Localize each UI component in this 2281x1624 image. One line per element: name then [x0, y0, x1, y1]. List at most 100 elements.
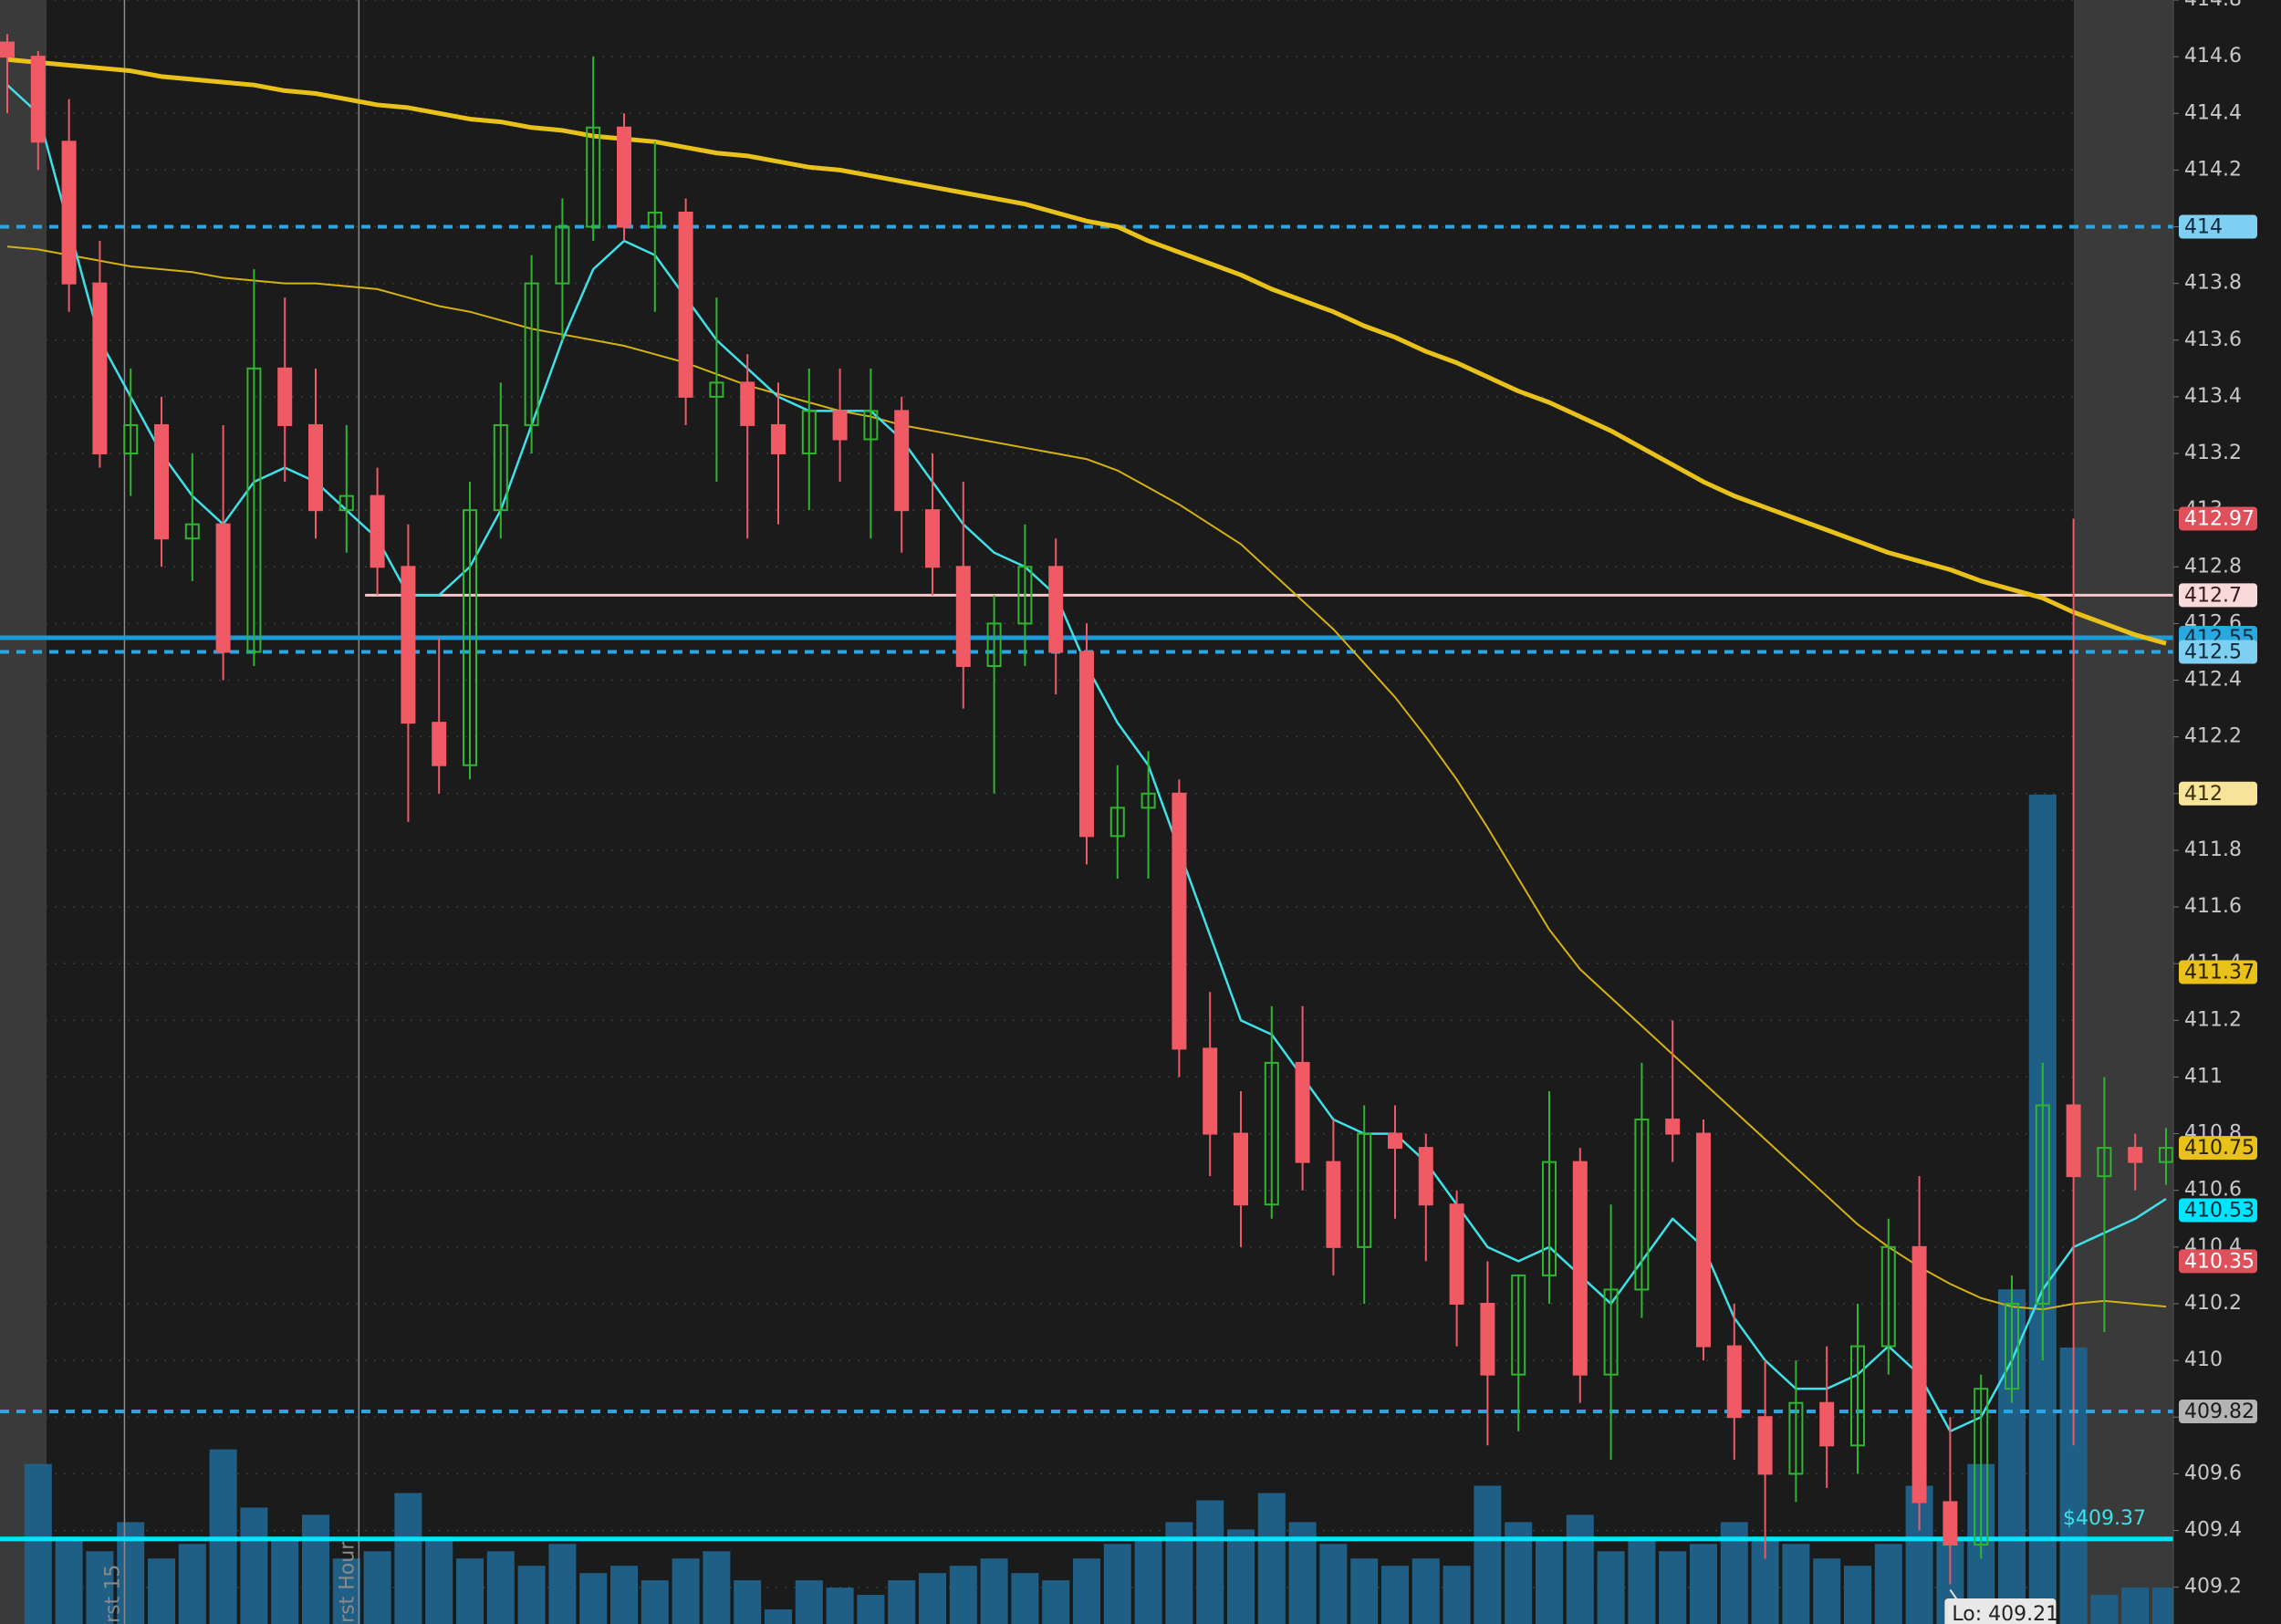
candle-body: [1234, 1132, 1248, 1206]
volume-bar: [1628, 1536, 1656, 1624]
volume-bar: [1381, 1566, 1409, 1624]
volume-bar: [363, 1551, 391, 1624]
volume-bar: [1227, 1529, 1255, 1624]
volume-bar: [579, 1573, 608, 1624]
volume-bar: [1257, 1493, 1286, 1624]
volume-bar: [703, 1551, 731, 1624]
candle-body: [370, 494, 385, 568]
volume-bar: [86, 1551, 114, 1624]
candle-body: [246, 367, 262, 653]
price-tag: [2179, 214, 2257, 239]
candle-body: [1480, 1302, 1495, 1376]
y-tick-label: 411: [2184, 1065, 2223, 1088]
price-tag-label: 412: [2184, 783, 2223, 806]
candle-body: [92, 282, 108, 455]
volume-bar: [857, 1595, 885, 1624]
candle-body: [555, 225, 570, 285]
candle-body: [1974, 1388, 1989, 1546]
volume-bar: [2090, 1595, 2119, 1624]
session-label: First Hour: [336, 1541, 359, 1624]
candle-body: [1079, 651, 1094, 838]
price-tag-label: 412.5: [2184, 640, 2242, 663]
axis-background: [2173, 0, 2281, 1624]
volume-bar: [148, 1558, 175, 1624]
price-tag: [2179, 640, 2257, 664]
volume-bar: [1536, 1536, 1563, 1624]
candle-body: [1172, 792, 1187, 1050]
candle-body: [1109, 807, 1125, 838]
y-tick-label: 409.6: [2184, 1462, 2242, 1484]
volume-bar: [1597, 1551, 1625, 1624]
candle-body: [1572, 1161, 1588, 1376]
candle-body: [1203, 1047, 1218, 1135]
candle-body: [801, 410, 817, 455]
volume-bar: [610, 1566, 638, 1624]
y-tick-label: 410: [2184, 1348, 2223, 1371]
price-tag-label: 411.37: [2184, 962, 2255, 984]
price-tag-label: 410.35: [2184, 1250, 2255, 1273]
volume-bar: [55, 1536, 83, 1624]
volume-bar: [548, 1544, 577, 1624]
candle-body: [215, 523, 231, 653]
y-tick-label: 414.6: [2184, 45, 2242, 68]
candle-body: [308, 423, 323, 512]
price-tag: [2179, 960, 2257, 984]
candle-body: [1850, 1345, 1865, 1447]
volume-bar: [1844, 1566, 1871, 1624]
candle-body: [986, 622, 1002, 668]
volume-bar: [1196, 1500, 1224, 1624]
y-tick-label: 412.2: [2184, 725, 2242, 748]
volume-bar: [425, 1536, 453, 1624]
candle-body: [2035, 1104, 2050, 1305]
candle-body: [339, 494, 354, 512]
low-label: Lo: 409.21: [1952, 1603, 2058, 1624]
candle-body: [1603, 1288, 1619, 1376]
premarket-shade: [0, 0, 47, 1624]
candle-body: [1542, 1161, 1557, 1276]
volume-bar: [1350, 1558, 1379, 1624]
candle-body: [1726, 1345, 1742, 1419]
candle-body: [1326, 1161, 1341, 1248]
volume-bar: [1011, 1573, 1039, 1624]
volume-bar: [826, 1588, 854, 1624]
candle-body: [493, 423, 508, 512]
volume-bar: [1782, 1544, 1810, 1624]
volume-bar: [2121, 1588, 2150, 1624]
candle-body: [1449, 1203, 1464, 1305]
volume-bar: [980, 1558, 1008, 1624]
session-label: First 15: [101, 1565, 124, 1624]
volume-bar: [888, 1580, 916, 1624]
price-annotation: $409.37: [2063, 1507, 2146, 1530]
low-box: [1944, 1598, 2057, 1624]
candle-body: [463, 509, 477, 766]
candle-body: [709, 381, 724, 398]
y-tick-label: 412.4: [2184, 669, 2242, 692]
volume-bar: [765, 1609, 792, 1624]
volume-bar: [332, 1558, 360, 1624]
candle-body: [1357, 1132, 1372, 1248]
volume-bar: [486, 1551, 515, 1624]
candle-body: [647, 211, 662, 228]
volume-bar: [1690, 1544, 1717, 1624]
candle-body: [277, 367, 293, 426]
volume-bar: [24, 1463, 52, 1624]
volume-bar: [1411, 1558, 1440, 1624]
candle-body: [1819, 1401, 1835, 1447]
candle-body: [1264, 1061, 1279, 1206]
volume-bar: [1042, 1580, 1070, 1624]
candle-body: [154, 423, 169, 540]
candle-body: [925, 509, 940, 568]
volume-bar: [672, 1558, 700, 1624]
volume-bar: [1566, 1515, 1594, 1624]
candle-body: [1017, 566, 1033, 625]
volume-bar: [394, 1493, 422, 1624]
y-tick-label: 413.2: [2184, 442, 2242, 464]
candle-body: [123, 423, 139, 455]
annotations: $409.37 Lo: 409.21: [1944, 1507, 2146, 1624]
candle-body: [432, 722, 447, 766]
candle-body: [1665, 1119, 1681, 1135]
y-tick-label: 414.2: [2184, 158, 2242, 181]
candle-body: [955, 566, 971, 668]
y-tick-label: 414.8: [2184, 0, 2242, 11]
